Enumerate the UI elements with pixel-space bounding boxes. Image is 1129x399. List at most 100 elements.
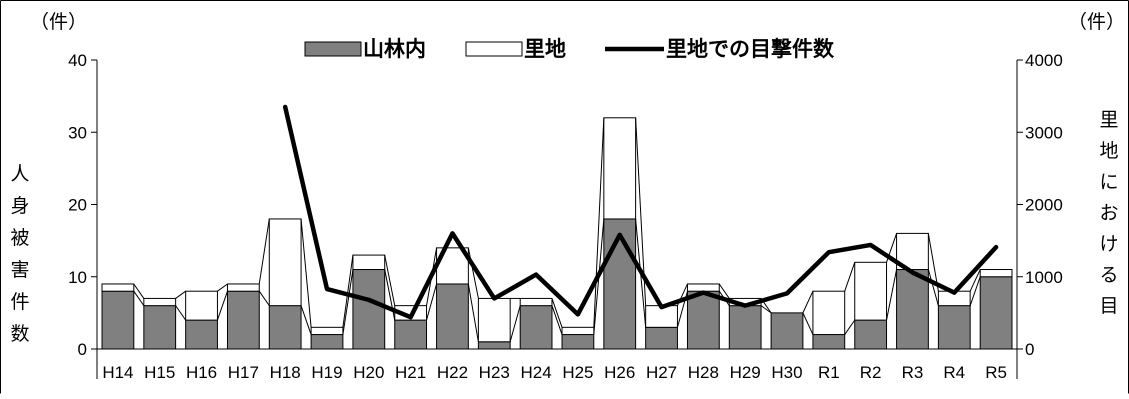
x-tick-label: H17	[228, 363, 259, 382]
x-tick-label: H29	[730, 363, 761, 382]
connector-total	[844, 262, 856, 292]
bar-satochi-H20	[352, 254, 386, 271]
legend-label-satochi: 里地	[524, 37, 566, 61]
connector-mountain	[133, 290, 145, 306]
connector-mountain	[509, 305, 521, 342]
axes: 0 10 20 30 40 0 1000 2000 3000 4000 H14 H15 H16 H17 H1…	[68, 51, 1063, 382]
bar-satochi-H28	[686, 283, 720, 292]
bar-mountain-H21	[394, 319, 428, 350]
bar-mountain-R4	[937, 305, 971, 350]
bar-mountain-H26	[603, 218, 637, 350]
x-tick-label: H18	[270, 363, 301, 382]
bar-mountain-H14	[101, 290, 135, 350]
x-tick-label: H20	[353, 363, 384, 382]
legend: 山林内 里地 里地での目撃件数	[304, 37, 835, 61]
left-tick-label: 40	[68, 51, 87, 70]
connector-total	[969, 269, 981, 292]
bar-satochi-H25	[561, 326, 595, 336]
x-tick-label: H21	[395, 363, 426, 382]
x-tick-label: H26	[604, 363, 635, 382]
x-tick-label: H27	[646, 363, 677, 382]
left-tick-label: 20	[68, 196, 87, 215]
bar-satochi-H18	[268, 218, 302, 307]
left-tick-label: 30	[68, 123, 87, 142]
bar-mountain-R1	[812, 334, 846, 350]
connector-mountain	[927, 269, 939, 306]
connector-total	[927, 233, 939, 292]
connector-total	[802, 290, 814, 314]
bar-satochi-H19	[310, 326, 344, 336]
x-tick-label: R2	[860, 363, 882, 382]
bar-satochi-R1	[812, 290, 846, 336]
x-tick-label: R1	[818, 363, 840, 382]
bars	[101, 117, 1013, 350]
connector-total	[342, 255, 354, 328]
x-tick-label: H19	[311, 363, 342, 382]
connector-mountain	[467, 283, 479, 342]
bar-mountain-R3	[896, 269, 929, 350]
x-tick-label: H24	[520, 363, 551, 382]
bar-satochi-H15	[143, 297, 177, 307]
connector-total	[300, 218, 312, 328]
connector-mountain	[969, 276, 981, 306]
bar-mountain-R5	[979, 276, 1013, 350]
connector-mountain	[802, 312, 814, 335]
bar-satochi-R5	[979, 269, 1013, 278]
connector-mountain	[426, 283, 438, 321]
left-axis-title: 人身被害件数	[10, 163, 29, 345]
left-tick-label: 0	[78, 340, 87, 359]
connector-total	[718, 283, 730, 299]
bar-mountain-H25	[561, 334, 595, 350]
right-axis-unit: （件）	[1068, 11, 1125, 33]
bar-mountain-H16	[185, 319, 218, 350]
x-tick-label: H25	[562, 363, 593, 382]
x-tick-label: R3	[902, 363, 924, 382]
bar-mountain-H15	[143, 305, 177, 350]
connector-total	[175, 290, 186, 299]
legend-swatch-mountain	[304, 41, 362, 57]
connector-total	[258, 218, 270, 285]
right-tick-label: 2000	[1025, 196, 1063, 215]
connector-mountain	[175, 305, 187, 321]
bar-satochi-H26	[603, 117, 637, 220]
bar-mountain-H28	[686, 290, 720, 350]
connector-total	[384, 254, 396, 306]
bar-mountain-H22	[436, 283, 469, 350]
bar-satochi-R3	[896, 232, 929, 271]
x-tick-label: H23	[479, 363, 510, 382]
bar-mountain-H17	[226, 290, 260, 350]
stack-connectors	[133, 117, 981, 342]
x-tick-label: H15	[144, 363, 175, 382]
connector-total	[551, 298, 563, 328]
connector-mountain	[384, 269, 396, 321]
right-tick-label: 1000	[1025, 268, 1063, 287]
bar-mountain-R2	[854, 319, 888, 350]
connector-total	[593, 117, 605, 328]
bar-mountain-H19	[310, 334, 344, 350]
labels: （件） （件） 人身被害件数 里地における目	[10, 11, 1125, 345]
x-tick-label: H28	[688, 363, 719, 382]
bar-mountain-H27	[645, 326, 678, 350]
connector-mountain	[342, 269, 354, 335]
connector-mountain	[551, 305, 563, 335]
x-tick-label: H14	[102, 363, 133, 382]
connector-mountain	[886, 269, 898, 321]
bar-satochi-H23	[477, 297, 511, 343]
bar-mountain-H29	[728, 305, 762, 350]
connector-mountain	[760, 305, 772, 314]
x-tick-label: R4	[943, 363, 965, 382]
x-tick-label: R5	[985, 363, 1007, 382]
bar-mountain-H20	[352, 269, 386, 350]
bar-mountain-H23	[477, 341, 511, 350]
bar-satochi-H14	[101, 283, 135, 292]
connector-total	[467, 247, 479, 299]
left-axis-unit: （件）	[30, 11, 87, 33]
right-axis-title: 里地における目	[1099, 110, 1118, 317]
bar-mountain-H24	[519, 305, 553, 350]
bar-mountain-H18	[268, 305, 302, 350]
right-tick-label: 0	[1025, 340, 1034, 359]
connector-mountain	[216, 291, 228, 321]
bar-satochi-H16	[185, 290, 218, 321]
